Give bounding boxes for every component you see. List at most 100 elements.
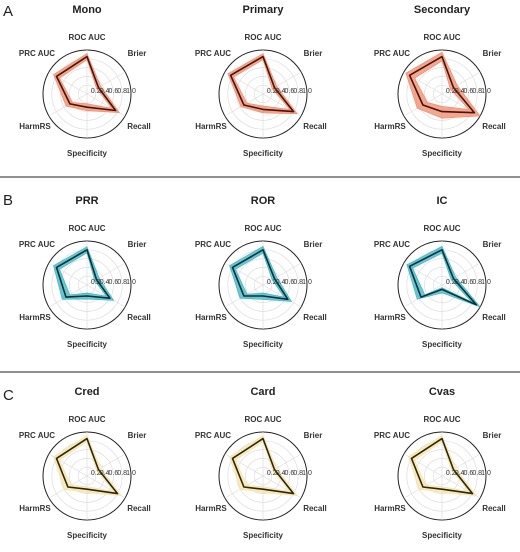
chart-title: Secondary	[414, 4, 471, 16]
r-tick-label: 0.6	[285, 470, 295, 477]
chart-title: PRR	[75, 195, 98, 207]
r-tick-label: 0.6	[464, 88, 474, 95]
r-tick-label: 1.0	[481, 279, 491, 286]
spoke	[262, 453, 302, 477]
r-tick-label: 0.2	[91, 279, 101, 286]
r-tick-label: 0.4	[276, 470, 286, 477]
r-tick-label: 0.4	[455, 88, 465, 95]
axis-label: Recall	[482, 504, 506, 513]
mean-line	[410, 437, 474, 495]
spoke	[441, 71, 481, 95]
r-tick-label: 0.6	[109, 279, 119, 286]
r-tick-label: 1.0	[126, 279, 136, 286]
r-tick-label: 1.0	[302, 470, 312, 477]
mean-line	[55, 249, 111, 300]
axis-label: Brier	[304, 431, 323, 440]
axis-label: HarmRS	[195, 313, 227, 322]
mean-line	[231, 249, 289, 301]
mean-line	[229, 55, 295, 113]
axis-label: Recall	[482, 313, 506, 322]
range-band	[53, 435, 122, 497]
range-band	[408, 435, 477, 497]
axis-label: HarmRS	[19, 504, 51, 513]
axis-label: HarmRS	[19, 313, 51, 322]
axis-label: HarmRS	[195, 504, 227, 513]
spoke	[441, 262, 481, 286]
axis-label: Specificity	[422, 531, 463, 540]
mean-line	[55, 437, 119, 495]
axis-label: Brier	[304, 49, 323, 58]
spoke	[262, 262, 302, 286]
chart-title: Primary	[243, 4, 285, 16]
axis-label: Brier	[128, 431, 147, 440]
r-tick-label: 0.2	[446, 470, 456, 477]
axis-label: PRC AUC	[195, 49, 231, 58]
mean-line	[231, 437, 295, 495]
r-tick-label: 0.8	[293, 88, 303, 95]
axis-label: Specificity	[67, 340, 108, 349]
axis-label: Specificity	[422, 340, 463, 349]
r-tick-label: 1.0	[126, 88, 136, 95]
axis-label: HarmRS	[19, 122, 51, 131]
r-tick-label: 0.6	[285, 88, 295, 95]
r-tick-label: 0.2	[267, 88, 277, 95]
range-band	[229, 435, 298, 497]
axis-label: Brier	[483, 240, 502, 249]
range-band	[405, 51, 481, 119]
axis-label: PRC AUC	[195, 240, 231, 249]
r-tick-label: 0.8	[117, 88, 127, 95]
r-tick-label: 0.4	[276, 88, 286, 95]
axis-label: Specificity	[243, 531, 284, 540]
axis-label: PRC AUC	[374, 431, 410, 440]
axis-label: Brier	[483, 431, 502, 440]
spoke	[86, 262, 126, 286]
r-tick-label: 0.8	[293, 470, 303, 477]
axis-label: Recall	[127, 313, 151, 322]
r-tick-label: 0.2	[91, 470, 101, 477]
r-tick-label: 1.0	[481, 470, 491, 477]
axis-label: ROC AUC	[244, 33, 281, 42]
mean-line	[55, 55, 117, 112]
range-band	[53, 53, 121, 114]
axis-label: Recall	[303, 122, 327, 131]
axis-label: ROC AUC	[244, 415, 281, 424]
panel-label: C	[3, 387, 14, 404]
axis-label: Recall	[303, 313, 327, 322]
chart-title: Cvas	[429, 386, 455, 398]
chart-title: Mono	[72, 4, 102, 16]
r-tick-label: 1.0	[302, 88, 312, 95]
mean-line	[408, 249, 478, 306]
r-tick-label: 0.8	[117, 470, 127, 477]
axis-label: ROC AUC	[423, 33, 460, 42]
axis-label: Recall	[482, 122, 506, 131]
axis-label: ROC AUC	[68, 415, 105, 424]
chart-title: IC	[437, 195, 448, 207]
r-tick-label: 0.4	[455, 470, 465, 477]
r-tick-label: 0.8	[472, 88, 482, 95]
axis-label: Specificity	[243, 340, 284, 349]
r-tick-label: 0.8	[472, 470, 482, 477]
mean-line	[408, 55, 476, 114]
axis-label: ROC AUC	[244, 224, 281, 233]
axis-label: Specificity	[67, 149, 108, 158]
r-tick-label: 1.0	[126, 470, 136, 477]
r-tick-label: 1.0	[302, 279, 312, 286]
axis-label: PRC AUC	[19, 431, 55, 440]
spoke	[262, 284, 302, 308]
spoke	[441, 453, 481, 477]
panel-label: A	[3, 3, 13, 20]
r-tick-label: 0.4	[455, 279, 465, 286]
r-tick-label: 0.4	[100, 88, 110, 95]
chart-title: Cred	[74, 386, 99, 398]
axis-label: Brier	[128, 240, 147, 249]
panel-label: B	[3, 192, 13, 209]
axis-label: HarmRS	[374, 504, 406, 513]
spoke	[86, 453, 126, 477]
r-tick-label: 0.8	[117, 279, 127, 286]
axis-label: Recall	[127, 504, 151, 513]
r-tick-label: 1.0	[481, 88, 491, 95]
r-tick-label: 0.2	[267, 279, 277, 286]
r-tick-label: 0.8	[293, 279, 303, 286]
axis-label: PRC AUC	[195, 431, 231, 440]
